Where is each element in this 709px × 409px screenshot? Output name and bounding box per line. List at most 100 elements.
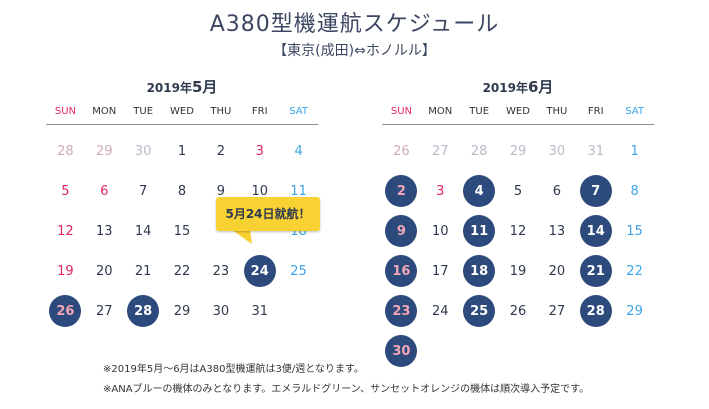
weekday-thu: THU — [546, 105, 568, 117]
flight-day: 30 — [385, 335, 418, 367]
day-cell: 15 — [615, 211, 654, 251]
day-cell: 27 — [537, 291, 576, 331]
day-number: 12 — [509, 223, 527, 239]
route-subtitle: 【東京(成田)⇔ホノルル】 — [273, 43, 436, 59]
week-row: 2 3 4 5 6 7 8 — [382, 171, 654, 211]
day-cell: 23 — [382, 291, 421, 331]
day-cell: 31 — [576, 131, 615, 171]
day-number: 28 — [470, 143, 488, 159]
month-title-june: 2019年6月 — [382, 76, 654, 98]
day-number: 29 — [626, 303, 643, 319]
weekday-mon: MON — [428, 105, 453, 117]
year-label: 2019年 — [482, 81, 528, 95]
day-cell: 4 — [279, 131, 318, 171]
flight-day: 26 — [49, 295, 82, 327]
day-grid: 26 27 28 29 30 31 1 2 3 4 5 6 7 8 9 10 11 12 13 14 15 16 17 18 1… — [382, 131, 654, 371]
day-cell: 22 — [615, 251, 654, 291]
day-number: 15 — [173, 223, 191, 239]
day-number: 29 — [173, 303, 191, 319]
day-number: 13 — [548, 223, 566, 239]
flight-day: 9 — [385, 215, 418, 247]
day-number: 20 — [548, 263, 566, 279]
day-cell: 29 — [499, 131, 538, 171]
day-number: 11 — [290, 183, 307, 199]
day-number: 7 — [139, 183, 148, 199]
day-number: 12 — [57, 223, 74, 239]
day-cell: 17 — [421, 251, 460, 291]
day-cell: 25 — [460, 291, 499, 331]
weekday-header: SUN MON TUE WED THU FRI SAT — [382, 98, 654, 125]
week-row: 30 — [382, 331, 654, 371]
week-row: 26 27 28 29 30 31 — [46, 291, 318, 331]
day-cell: 26 — [46, 291, 85, 331]
day-cell: 28 — [124, 291, 163, 331]
day-cell: 26 — [382, 131, 421, 171]
day-cell: 11 — [279, 171, 318, 211]
weekday-sun: SUN — [390, 105, 412, 117]
day-cell: 3 — [421, 171, 460, 211]
day-cell: 8 — [615, 171, 654, 211]
flight-day: 24 — [243, 255, 276, 287]
day-number: 22 — [173, 263, 191, 279]
day-cell: 1 — [163, 131, 202, 171]
flight-day: 4 — [463, 175, 496, 207]
day-number: 3 — [255, 143, 264, 159]
weekday-wed: WED — [506, 105, 530, 117]
day-cell: 20 — [85, 251, 124, 291]
day-cell: 29 — [163, 291, 202, 331]
weekday-sat: SAT — [625, 105, 644, 117]
week-row: 28 29 30 1 2 3 4 — [46, 131, 318, 171]
weekday-fri: FRI — [587, 105, 604, 117]
year-label: 2019年 — [146, 81, 192, 95]
day-number: 8 — [177, 183, 187, 199]
day-cell: 28 — [460, 131, 499, 171]
day-cell: 24 — [421, 291, 460, 331]
week-row: 19 20 21 22 23 24 25 — [46, 251, 318, 291]
day-cell: 6 — [537, 171, 576, 211]
day-cell: 24 — [240, 251, 279, 291]
day-number: 31 — [587, 143, 604, 159]
day-cell: 6 — [85, 171, 124, 211]
day-cell: 20 — [537, 251, 576, 291]
day-cell: 2 — [201, 131, 240, 171]
day-cell: 30 — [537, 131, 576, 171]
day-cell: 29 — [85, 131, 124, 171]
flight-day: 28 — [127, 295, 160, 327]
day-cell: 21 — [124, 251, 163, 291]
day-cell: 4 — [460, 171, 499, 211]
day-cell: 9 — [382, 211, 421, 251]
day-number: 10 — [432, 223, 449, 239]
weekday-header: SUN MON TUE WED THU FRI SAT — [46, 98, 318, 125]
day-number: 26 — [393, 143, 410, 159]
day-number: 14 — [134, 223, 152, 239]
day-number: 28 — [57, 143, 74, 159]
day-cell: 31 — [240, 291, 279, 331]
day-number: 15 — [626, 223, 643, 239]
day-number: 1 — [630, 143, 639, 159]
day-cell: 29 — [615, 291, 654, 331]
day-cell: 26 — [499, 291, 538, 331]
day-cell: 19 — [499, 251, 538, 291]
flight-day: 28 — [579, 295, 612, 327]
day-number: 6 — [100, 183, 109, 199]
day-number — [619, 335, 651, 367]
day-number: 9 — [216, 183, 225, 199]
day-number: 20 — [96, 263, 113, 279]
flight-day: 21 — [579, 255, 612, 287]
day-number: 30 — [134, 143, 152, 159]
day-cell: 1 — [615, 131, 654, 171]
day-cell: 19 — [46, 251, 85, 291]
day-cell: 28 — [576, 291, 615, 331]
weekday-fri: FRI — [251, 105, 268, 117]
day-cell: 30 — [382, 331, 421, 371]
day-number: 1 — [177, 143, 187, 159]
day-cell: 9 — [201, 171, 240, 211]
day-grid: 28 29 30 1 2 3 4 5 6 7 8 9 10 11 12 13 14 15 18 19 20 21 22 23 2… — [46, 131, 318, 331]
day-cell: 10 — [240, 171, 279, 211]
month-title-may: 2019年5月 — [46, 76, 318, 98]
day-cell: 7 — [576, 171, 615, 211]
calendar-may: 2019年5月 SUN MON TUE WED THU FRI SAT 28 29 30 1 2 3 4… — [46, 76, 318, 331]
day-number: 24 — [432, 303, 449, 319]
day-cell: 2 — [382, 171, 421, 211]
day-cell: 22 — [163, 251, 202, 291]
